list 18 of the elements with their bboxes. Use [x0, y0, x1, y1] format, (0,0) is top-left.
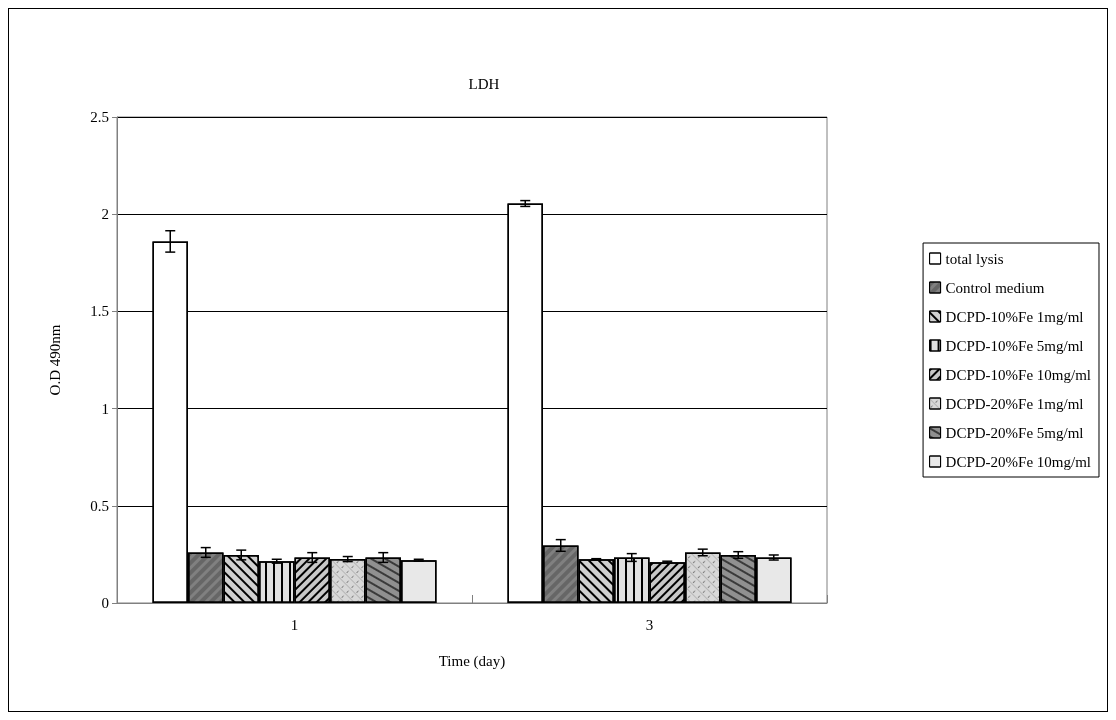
legend-label: DCPD-20%Fe 10mg/ml — [945, 453, 1092, 470]
y-tick-label: 0.5 — [90, 497, 109, 514]
legend-label: DCPD-20%Fe 1mg/ml — [945, 395, 1084, 412]
legend-label: DCPD-10%Fe 5mg/ml — [945, 337, 1084, 354]
y-axis-title: O.D 490nm — [46, 324, 63, 396]
y-tick-label: 1.5 — [90, 303, 109, 320]
chart-title: LDH — [468, 75, 500, 92]
x-tick-label: 3 — [645, 616, 654, 633]
legend-label: DCPD-20%Fe 5mg/ml — [945, 424, 1084, 441]
legend-label: DCPD-10%Fe 10mg/ml — [945, 366, 1092, 383]
y-tick-label: 0 — [101, 595, 109, 611]
legend-label: DCPD-10%Fe 1mg/ml — [945, 308, 1084, 325]
y-tick-label: 2 — [101, 206, 109, 223]
x-axis-title: Time (day) — [438, 652, 506, 670]
y-tick-label: 1 — [101, 400, 109, 417]
y-tick-label: 2.5 — [90, 109, 109, 125]
legend-label: Control medium — [945, 279, 1045, 296]
legend-label: total lysis — [945, 250, 1004, 267]
